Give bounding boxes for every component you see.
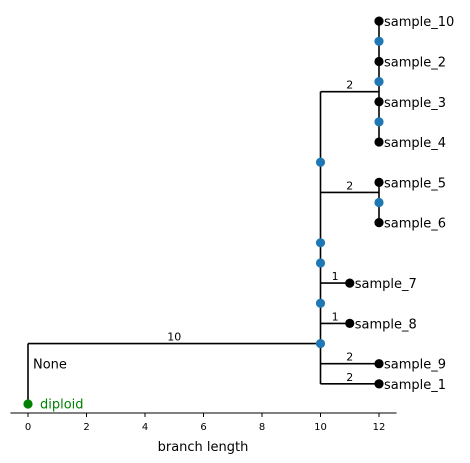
edge-labels: 2 2 1 1 2 2 10 bbox=[167, 79, 353, 384]
internal-node bbox=[374, 36, 384, 46]
leaf-node bbox=[374, 218, 384, 228]
leaf-label: sample_2 bbox=[384, 55, 446, 70]
leaf-node bbox=[374, 97, 384, 107]
leaf-label: sample_4 bbox=[384, 136, 446, 151]
leaf-labels: None sample_10 sample_2 sample_3 sample_4sam… bbox=[33, 15, 454, 412]
tree-edges bbox=[27, 21, 380, 404]
leaf-label: sample_10 bbox=[384, 15, 454, 30]
leaf-label: sample_7 bbox=[355, 277, 417, 292]
x-axis: 0 2 4 6 8 10 12 branch length bbox=[10, 412, 397, 455]
edge-length-label: 10 bbox=[167, 331, 181, 344]
edge-length-label: 2 bbox=[346, 179, 353, 192]
leaf-node bbox=[374, 56, 384, 67]
trunk-label: None bbox=[33, 358, 67, 373]
internal-node bbox=[315, 238, 326, 248]
leaf-node bbox=[345, 278, 355, 288]
root-label: diploid bbox=[40, 398, 84, 413]
leaf-node bbox=[374, 379, 384, 389]
edge-length-label: 2 bbox=[346, 79, 353, 92]
leaf-node bbox=[374, 16, 384, 26]
leaf-node bbox=[374, 137, 384, 147]
internal-node bbox=[315, 338, 326, 349]
x-axis-ticks: 0 2 4 6 8 10 12 bbox=[25, 413, 386, 433]
edge-length-label: 1 bbox=[332, 310, 339, 323]
edge-length-label: 2 bbox=[346, 371, 353, 384]
leaf-node bbox=[374, 359, 384, 369]
root-node bbox=[23, 399, 33, 409]
x-tick-label: 10 bbox=[314, 422, 327, 433]
internal-node bbox=[374, 197, 384, 208]
internal-node bbox=[315, 157, 326, 167]
leaf-label: sample_9 bbox=[384, 358, 446, 373]
tree-nodes bbox=[23, 16, 384, 409]
internal-node bbox=[374, 117, 384, 127]
x-tick-label: 0 bbox=[25, 422, 31, 433]
x-tick-label: 2 bbox=[83, 422, 89, 433]
edge-length-label: 1 bbox=[332, 270, 339, 283]
x-axis-label: branch length bbox=[158, 440, 249, 455]
leaf-label: sample_8 bbox=[355, 317, 417, 332]
leaf-label: sample_1 bbox=[384, 378, 446, 393]
internal-node bbox=[315, 258, 326, 268]
leaf-label: sample_6 bbox=[384, 217, 446, 232]
edge-length-label: 2 bbox=[346, 351, 353, 364]
internal-node bbox=[315, 298, 326, 308]
x-tick-label: 8 bbox=[259, 422, 265, 433]
x-tick-label: 4 bbox=[142, 422, 148, 433]
leaf-label: sample_5 bbox=[384, 176, 446, 191]
x-tick-label: 6 bbox=[200, 422, 206, 433]
leaf-node bbox=[345, 318, 355, 328]
leaf-label: sample_3 bbox=[384, 96, 446, 111]
leaf-node bbox=[374, 177, 384, 187]
internal-node bbox=[374, 77, 384, 87]
x-tick-label: 12 bbox=[373, 422, 386, 433]
